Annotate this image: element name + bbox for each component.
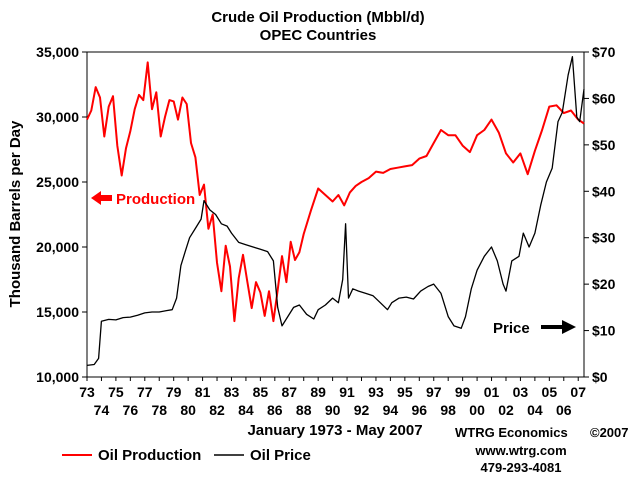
x-axis-label: January 1973 - May 2007 [247,422,422,439]
x-tick-label: 78 [151,402,167,418]
x-tick-label: 83 [224,384,240,400]
x-tick-label: 98 [440,402,456,418]
y2-tick-label: $10 [592,323,616,339]
x-tick-label: 80 [180,402,196,418]
y-tick-label: 20,000 [36,239,79,255]
x-tick-label: 74 [94,402,110,418]
y-tick-label: 25,000 [36,174,79,190]
x-tick-label: 82 [209,402,225,418]
price-annotation-label: Price [493,320,530,337]
y-axis-label: Thousand Barrels per Day [7,120,24,307]
x-tick-label: 05 [542,384,558,400]
legend: Oil Production Oil Price [62,447,311,464]
x-tick-label: 07 [570,384,586,400]
x-tick-label: 79 [166,384,182,400]
x-tick-label: 75 [108,384,124,400]
x-tick-label: 91 [339,384,355,400]
x-tick-label: 81 [195,384,211,400]
credit-copyright: ©2007 [590,425,629,440]
x-tick-label: 77 [137,384,153,400]
credit-phone: 479-293-4081 [481,460,562,475]
y2-tick-label: $50 [592,137,616,153]
credit-website: www.wtrg.com [474,443,566,458]
x-tick-label: 92 [354,402,370,418]
plot-area [86,51,585,378]
x-tick-label: 76 [123,402,139,418]
x-tick-label: 73 [79,384,95,400]
x-tick-label: 01 [484,384,500,400]
chart-subtitle: OPEC Countries [260,27,377,44]
y2-tick-label: $70 [592,44,616,60]
production-annotation-label: Production [116,191,195,208]
y2-tick-label: $40 [592,183,616,199]
x-tick-label: 88 [296,402,312,418]
production-annotation: Production [91,191,195,208]
legend-production-label: Oil Production [98,447,201,464]
x-tick-label: 02 [498,402,514,418]
x-tick-label: 06 [556,402,572,418]
x-tick-label: 87 [281,384,297,400]
credit-company: WTRG Economics [455,425,568,440]
x-tick-label: 95 [397,384,413,400]
series-group [86,55,585,367]
price-annotation: Price [493,320,576,337]
credits: WTRG Economics ©2007 www.wtrg.com 479-29… [455,425,629,475]
x-tick-label: 00 [469,402,485,418]
oil-price-line [86,55,585,367]
y-tick-label: 15,000 [36,304,79,320]
y2-tick-label: $20 [592,276,616,292]
x-tick-label: 90 [325,402,341,418]
y2-tick-label: $0 [592,369,608,385]
oil-production-line [86,61,585,323]
x-tick-label: 84 [238,402,254,418]
x-tick-label: 94 [383,402,399,418]
y-axis-ticks: 10,000 15,000 20,000 25,000 30,000 35,000 [36,44,87,385]
production-arrow-icon [91,191,112,205]
x-tick-label: 97 [426,384,442,400]
y2-tick-label: $60 [592,90,616,106]
y-tick-label: 35,000 [36,44,79,60]
x-axis-ticks: 73 75 77 79 81 83 85 87 89 91 93 95 97 99 01 03 05 07 74 76… [79,377,586,418]
x-tick-label: 89 [310,384,326,400]
y2-tick-label: $30 [592,230,616,246]
x-tick-label: 03 [513,384,529,400]
x-tick-label: 85 [253,384,269,400]
x-tick-label: 99 [455,384,471,400]
y-tick-label: 30,000 [36,109,79,125]
y-tick-label: 10,000 [36,369,79,385]
x-tick-label: 96 [412,402,428,418]
y2-axis-ticks: $0 $10 $20 $30 $40 $50 $60 $70 [584,44,616,385]
x-tick-label: 86 [267,402,283,418]
x-tick-label: 93 [368,384,384,400]
legend-price-label: Oil Price [250,447,311,464]
x-tick-label: 04 [527,402,543,418]
price-arrow-icon [541,320,576,334]
chart-title: Crude Oil Production (Mbbl/d) [211,9,424,26]
